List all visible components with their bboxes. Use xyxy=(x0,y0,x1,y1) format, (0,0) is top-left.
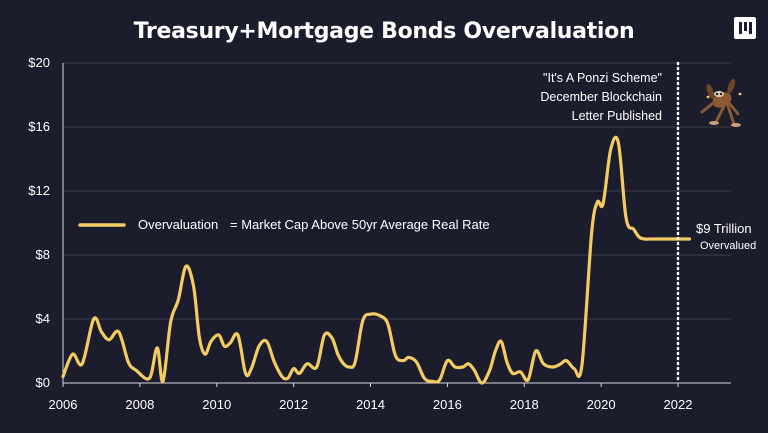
x-tick-label: 2010 xyxy=(202,397,231,412)
annotation-line-1: "It's A Ponzi Scheme" xyxy=(543,71,662,85)
pillar-logo-icon xyxy=(734,17,756,39)
y-tick-label: $8 xyxy=(36,247,50,262)
chart-title: Treasury+Mortgage Bonds Overvaluation xyxy=(133,19,635,44)
trillion-annotation: $9 Trillion Overvalued xyxy=(696,221,756,252)
x-tick-label: 2012 xyxy=(279,397,308,412)
gridlines xyxy=(63,62,731,320)
axes xyxy=(62,63,731,387)
y-tick-label: $4 xyxy=(36,311,50,326)
legend-series-note: = Market Cap Above 50yr Average Real Rat… xyxy=(230,217,490,232)
cartoon-coyote-icon xyxy=(700,78,742,127)
annotation-line-2: December Blockchain xyxy=(540,90,662,104)
x-tick-label: 2016 xyxy=(433,397,462,412)
ponzi-annotation: "It's A Ponzi Scheme" December Blockchai… xyxy=(540,71,662,123)
series-layer xyxy=(61,135,692,385)
annotation-line-3: Letter Published xyxy=(572,109,662,123)
series-line-overvaluation xyxy=(61,135,692,385)
y-tick-label: $12 xyxy=(28,183,50,198)
y-tick-label: $0 xyxy=(36,375,50,390)
y-tick-label: $20 xyxy=(28,55,50,70)
y-tick-labels: $0 $4 $8 $12 $16 $20 xyxy=(28,55,50,390)
value-annotation-line-1: $9 Trillion xyxy=(696,221,752,236)
y-tick-label: $16 xyxy=(28,119,50,134)
x-tick-labels: 2006 2008 2010 2012 2014 2016 2018 2020 2022 xyxy=(49,397,693,412)
x-tick-label: 2018 xyxy=(510,397,539,412)
x-tick-label: 2008 xyxy=(125,397,154,412)
legend: Overvaluation = Market Cap Above 50yr Av… xyxy=(78,217,490,232)
legend-series-name: Overvaluation xyxy=(138,217,218,232)
value-annotation-line-2: Overvalued xyxy=(700,240,756,252)
x-tick-label: 2022 xyxy=(664,397,693,412)
x-tick-label: 2014 xyxy=(356,397,385,412)
x-tick-label: 2006 xyxy=(49,397,78,412)
x-tick-label: 2020 xyxy=(587,397,616,412)
